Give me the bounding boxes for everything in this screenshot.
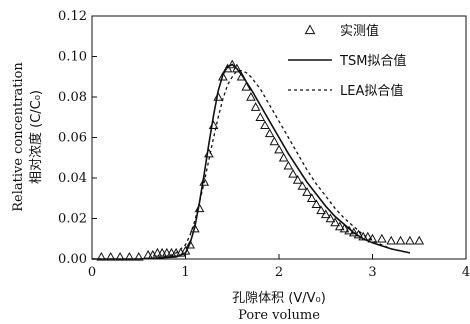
observed-point [325,213,336,223]
x-tick-label: 2 [275,265,283,280]
observed-point [246,91,256,101]
y-tick-label: 0.08 [58,90,87,105]
y-axis-label-en: Relative concentration [11,62,26,212]
observed-point [395,235,406,245]
observed-point [124,251,135,261]
y-axis-label-cn: 相对浓度 (C/C₀) [28,90,44,184]
observed-point [241,81,252,91]
legend-label: TSM拟合值 [339,53,406,69]
legend-label: LEA拟合值 [340,83,403,99]
observed-point [348,227,359,237]
observed-point [157,247,167,257]
observed-point [232,63,242,73]
observed-point [386,235,397,245]
lea-fit-line [92,70,411,260]
observed-point [306,193,317,202]
observed-point [283,160,294,170]
observed-point [180,245,191,255]
legend-label: 实测值 [340,23,379,39]
x-axis-label-cn: 孔隙体积 (V/V₀) [232,291,326,306]
observed-point [302,187,312,196]
observed-point [278,152,289,162]
observed-point [171,247,181,257]
observed-point [208,120,219,130]
observed-point [152,247,163,257]
observed-point [405,235,415,245]
observed-point [288,168,298,178]
observed-point [250,102,261,111]
observed-point [133,251,144,261]
observed-point [115,251,125,261]
observed-point [161,247,172,257]
y-tick-label: 0.12 [58,9,87,24]
x-tick-label: 4 [462,265,470,280]
y-tick-label: 0.10 [58,50,87,65]
y-tick-label: 0.02 [58,212,87,227]
observed-point [330,217,340,227]
x-tick-label: 0 [88,265,96,280]
x-tick-label: 3 [368,265,376,280]
series-layer [92,59,425,261]
observed-point [105,251,116,261]
y-tick-label: 0.06 [58,131,87,146]
axis-ticks: 0 1 2 3 4 0.00 0.02 0.04 0.06 0.08 0.10 0.12 [58,9,470,280]
observed-point [297,181,308,190]
observed-point [334,221,345,231]
observed-point [185,239,196,249]
observed-point [218,71,228,81]
observed-point [311,199,322,209]
observed-point [274,144,284,154]
observed-point [316,205,326,215]
observed-point [227,59,238,69]
tsm-fit-line [92,63,411,260]
y-tick-label: 0.00 [58,252,87,267]
observed-point [339,223,350,233]
observed-point [166,247,177,257]
observed-point [255,112,266,121]
observed-point [260,120,270,130]
observed-point [320,209,331,219]
legend-marker-observed [304,24,316,35]
x-axis-label-en: Pore volume [238,308,320,323]
observed-point [292,174,303,184]
observed-point [269,136,280,146]
observed-point [213,91,224,101]
observed-point [377,233,387,243]
observed-point [204,148,214,158]
y-tick-label: 0.04 [58,171,87,186]
observed-point [264,128,275,138]
observed-point [194,203,205,213]
x-tick-label: 1 [181,265,189,280]
observed-point [96,251,107,261]
legend: 实测值 TSM拟合值 LEA拟合值 [288,23,406,99]
observed-point [414,235,425,245]
